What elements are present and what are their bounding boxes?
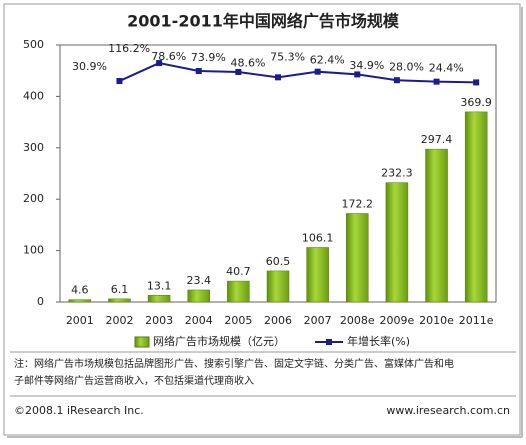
y-tick-label: 100	[23, 244, 44, 257]
line-marker	[354, 71, 361, 78]
bar	[108, 298, 131, 303]
x-tick-label: 2011e	[459, 314, 494, 327]
x-tick-label: 2001	[66, 314, 94, 327]
legend-marker	[326, 339, 332, 345]
data-label: 116.2%	[108, 42, 150, 55]
line-marker	[275, 74, 281, 81]
data-label: 24.4%	[429, 61, 464, 74]
legend-swatch	[134, 336, 150, 348]
note: 注：网络广告市场规模包括品牌图形广告、搜索引擎广告、固定文字链、分类广告、富媒体…	[14, 357, 454, 370]
data-label: 30.9%	[72, 60, 107, 73]
x-tick-label: 2008e	[340, 314, 375, 327]
data-label: 60.5	[266, 255, 291, 268]
data-label: 4.6	[71, 284, 89, 297]
bar	[425, 148, 448, 303]
data-label: 297.4	[421, 133, 453, 146]
line	[119, 62, 477, 84]
line-marker	[156, 60, 163, 67]
x-tick-label: 2002	[105, 314, 133, 327]
line-marker	[393, 77, 400, 84]
y-tick-label: 0	[37, 295, 44, 308]
line-marker	[473, 79, 480, 86]
bar	[306, 247, 329, 303]
data-label: 172.2	[342, 197, 374, 210]
y-tick-label: 200	[23, 192, 44, 205]
bar	[385, 182, 409, 303]
data-label: 28.0%	[389, 61, 424, 74]
bar	[187, 289, 210, 303]
data-label: 48.6%	[231, 56, 266, 69]
footer: www.iresearch.com.cn	[386, 404, 510, 417]
data-label: 106.1	[302, 231, 334, 244]
chart-title: 2001-2011年中国网络广告市场规模	[127, 12, 400, 31]
y-tick-label: 300	[23, 141, 44, 154]
x-tick-label: 2003	[145, 314, 173, 327]
bar	[346, 213, 369, 303]
line-marker	[433, 78, 440, 85]
bar	[227, 280, 250, 303]
x-tick-label: 2007	[304, 314, 332, 327]
legend-label: 年增长率(%)	[347, 334, 410, 348]
data-label: 75.3%	[270, 51, 305, 64]
data-label: 369.9	[460, 96, 492, 109]
bar	[147, 295, 171, 303]
y-tick-label: 400	[23, 89, 44, 102]
data-label: 34.9%	[349, 59, 384, 72]
x-tick-label: 2009e	[380, 314, 415, 327]
data-label: 13.1	[147, 279, 172, 292]
y-tick-label: 500	[23, 38, 44, 51]
data-label: 23.4	[186, 274, 211, 287]
line-marker	[235, 68, 242, 75]
data-label: 6.1	[111, 283, 129, 296]
x-tick-label: 2004	[185, 314, 213, 327]
note: 子邮件等网络广告运营商收入，不包括渠道代理商收入	[14, 374, 254, 387]
line-marker	[116, 78, 123, 85]
footer: ©2008.1 iResearch Inc.	[14, 404, 144, 417]
x-tick-label: 2010e	[419, 314, 454, 327]
legend-label: 网络广告市场规模（亿元）	[153, 334, 285, 348]
data-label: 73.9%	[191, 51, 226, 64]
bar	[464, 111, 488, 303]
bar	[266, 270, 290, 303]
data-label: 62.4%	[310, 53, 345, 66]
data-label: 40.7	[226, 265, 251, 278]
data-label: 78.6%	[151, 50, 186, 63]
bar	[68, 299, 92, 303]
line-marker	[314, 68, 321, 75]
data-label: 232.3	[381, 167, 413, 180]
x-tick-label: 2005	[224, 314, 252, 327]
line-marker	[195, 67, 202, 74]
x-tick-label: 2006	[264, 314, 292, 327]
